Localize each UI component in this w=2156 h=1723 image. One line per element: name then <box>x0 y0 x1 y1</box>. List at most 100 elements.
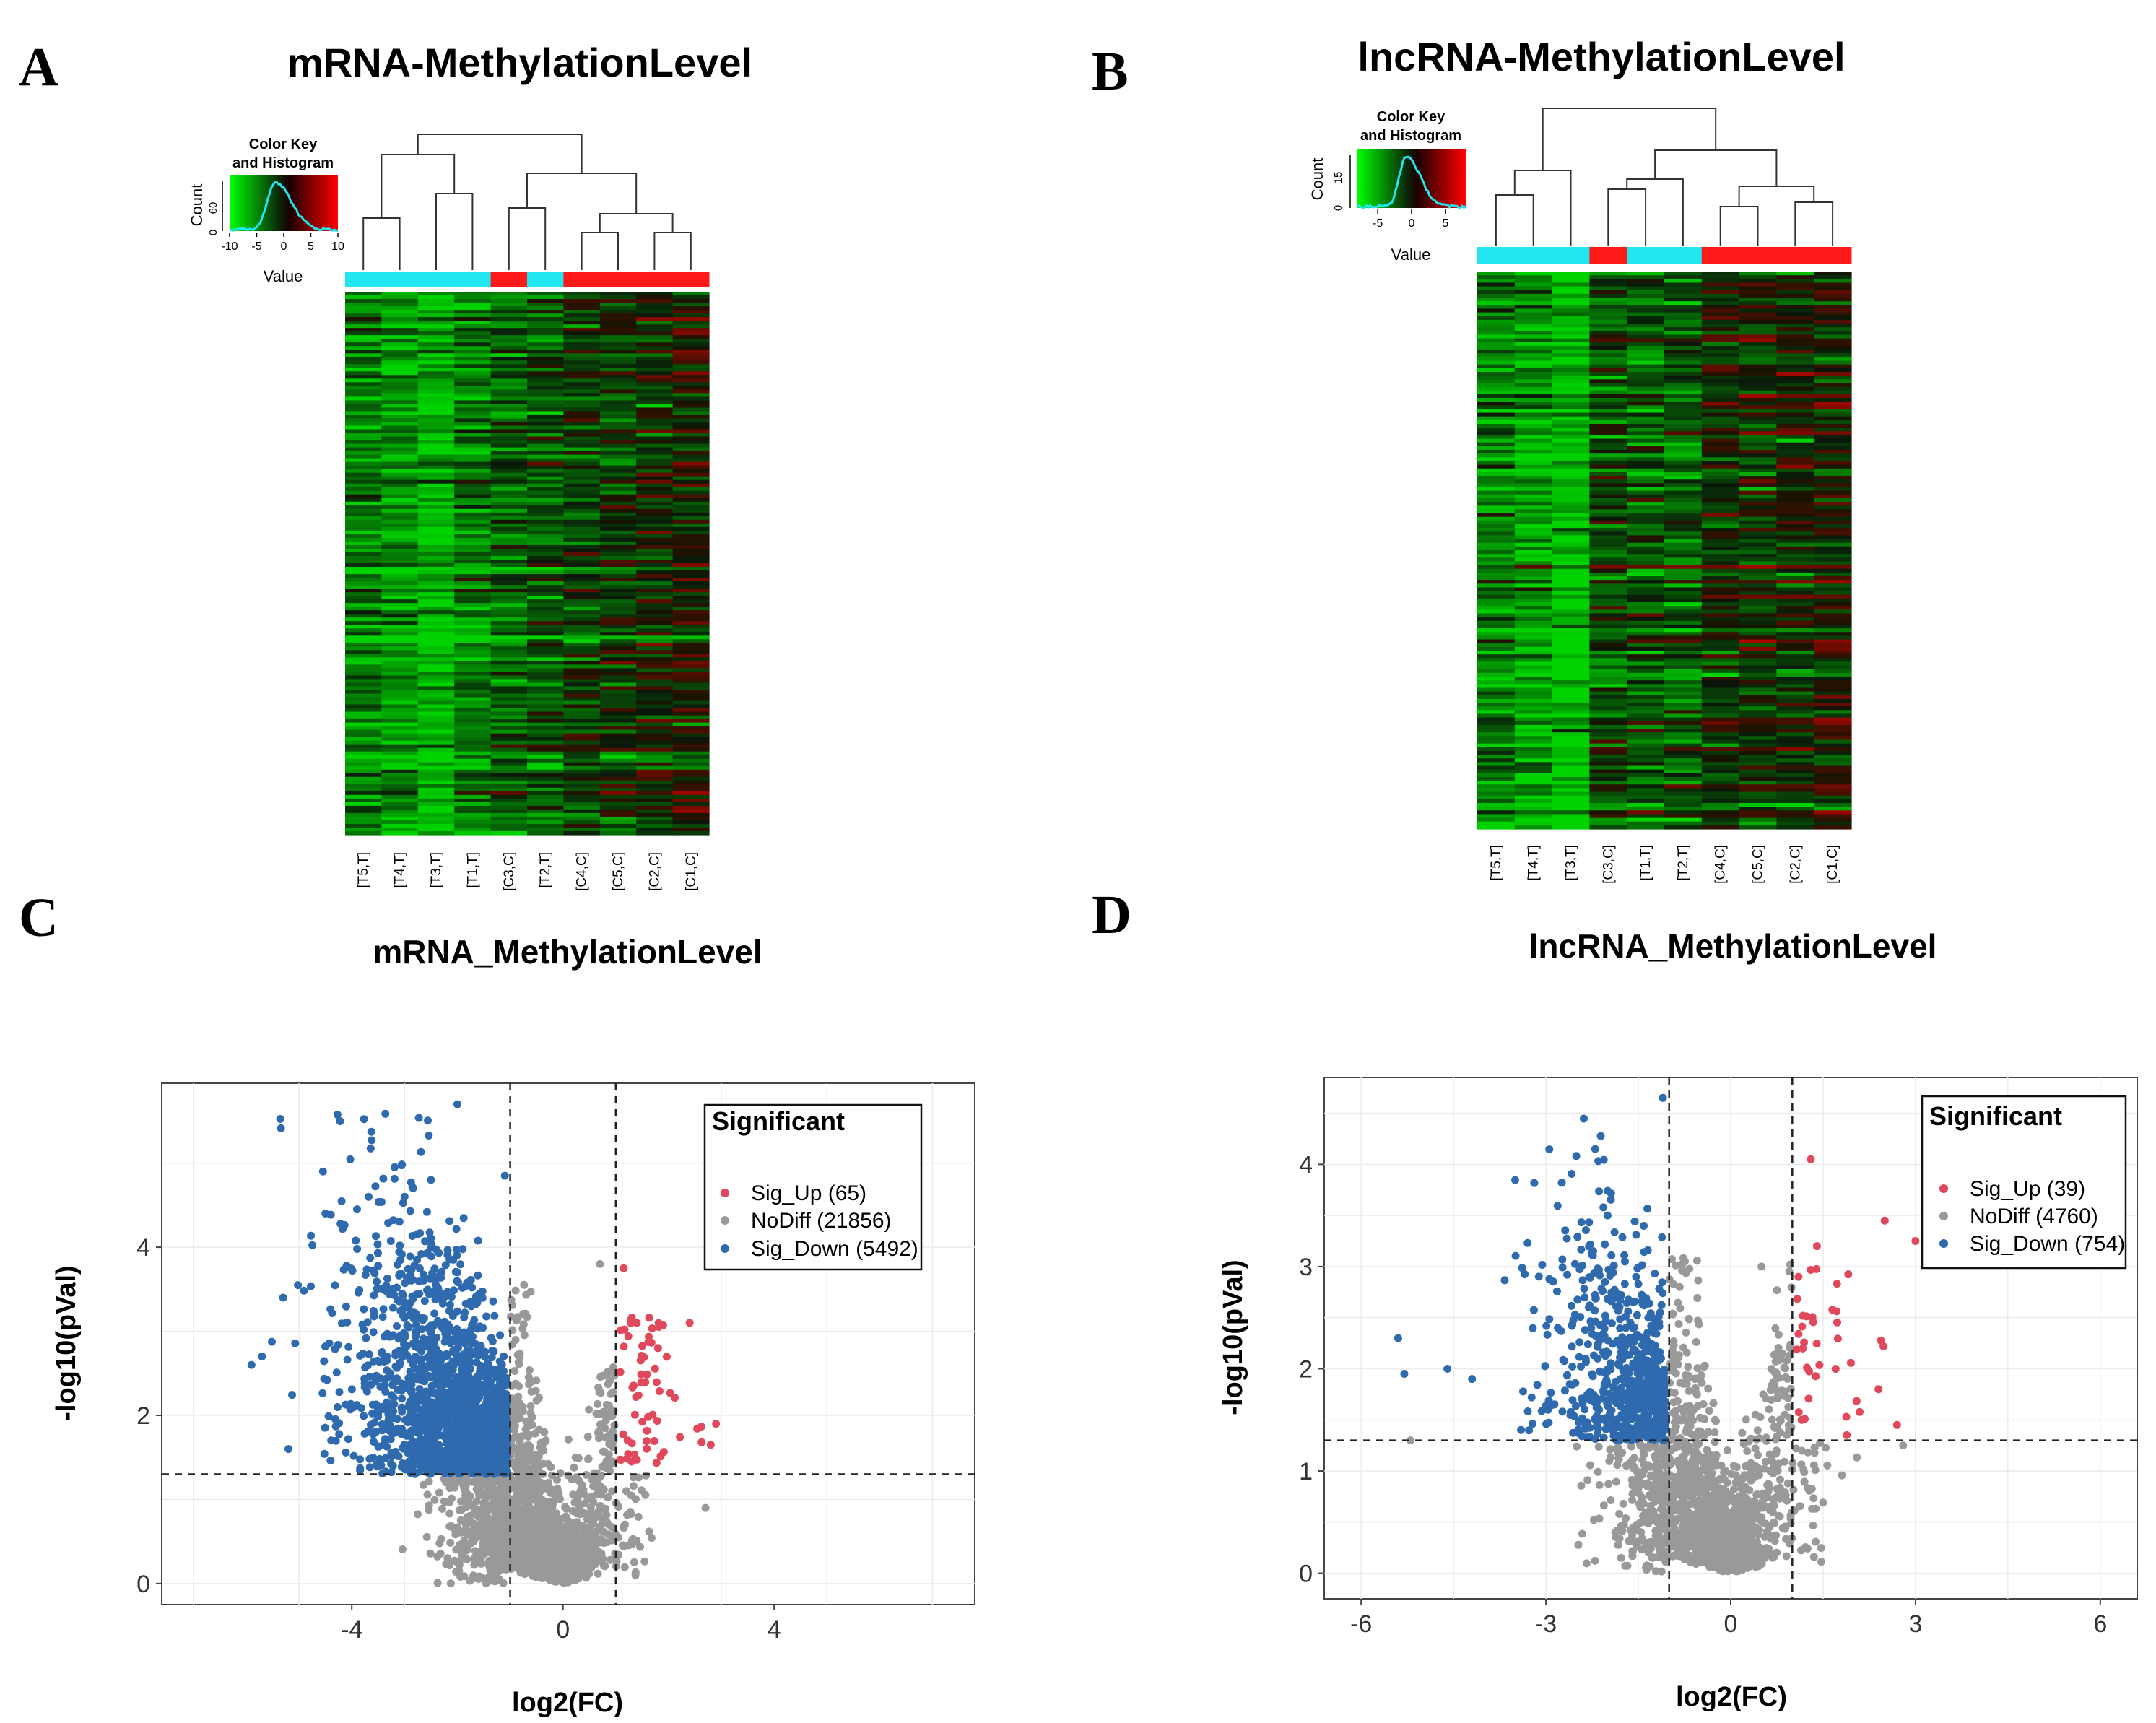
heatmap-cell <box>417 335 455 339</box>
heatmap-cell <box>1477 717 1516 722</box>
heatmap-cell <box>672 639 710 643</box>
heatmap-cell <box>563 357 601 361</box>
heatmap-cell <box>490 303 528 307</box>
point-nodiff <box>576 1501 584 1509</box>
heatmap-cell <box>672 461 710 466</box>
heatmap-cell <box>636 805 674 810</box>
heatmap-cell <box>1627 594 1665 599</box>
heatmap-cell <box>1739 736 1777 741</box>
heatmap-cell <box>1664 739 1703 745</box>
heatmap-cell <box>1701 416 1740 421</box>
heatmap-cell <box>1477 802 1516 807</box>
heatmap-cell <box>527 418 564 423</box>
heatmap-cell <box>381 722 419 727</box>
heatmap-cell <box>1589 776 1627 781</box>
heatmap-cell <box>1477 650 1516 655</box>
heatmap-cell <box>563 299 601 303</box>
heatmap-cell <box>1627 327 1665 331</box>
heatmap-cell <box>563 360 601 365</box>
heatmap-cell <box>1739 624 1777 629</box>
heatmap-row <box>345 404 710 409</box>
heatmap-cell <box>454 299 492 303</box>
heatmap-cell <box>1739 446 1777 451</box>
heatmap-cell <box>1814 368 1852 373</box>
heatmap-cell <box>599 599 637 604</box>
heatmap-cell <box>672 812 710 817</box>
group-bar-C4C <box>563 272 601 287</box>
heatmap-cell <box>1739 405 1777 410</box>
heatmap-cell <box>1514 576 1553 581</box>
heatmap-row <box>1477 379 1852 383</box>
heatmap-cell <box>345 693 382 698</box>
heatmap-cell <box>490 342 528 347</box>
heatmap-cell <box>1552 594 1590 599</box>
heatmap-cell <box>563 368 601 372</box>
heatmap-cell <box>563 389 601 394</box>
heatmap-cell <box>345 386 382 390</box>
heatmap-cell <box>1776 643 1814 648</box>
heatmap-cell <box>490 429 528 434</box>
heatmap-cell <box>1701 383 1740 388</box>
heatmap-row <box>1477 301 1852 305</box>
heatmap-cell <box>1589 632 1627 636</box>
heatmap-cell <box>1664 799 1703 804</box>
heatmap-cell <box>1814 594 1852 599</box>
heatmap-cell <box>345 700 382 706</box>
heatmap-row <box>345 567 710 571</box>
heatmap-cell <box>1627 364 1665 369</box>
heatmap-cell <box>527 798 564 803</box>
heatmap-cell <box>417 321 455 325</box>
heatmap-cell <box>1739 498 1777 503</box>
heatmap-cell <box>563 483 601 488</box>
heatmap-cell <box>1552 572 1590 577</box>
heatmap-cell <box>599 411 637 416</box>
heatmap-cell <box>381 461 419 466</box>
heatmap-cell <box>527 371 564 376</box>
heatmap-cell <box>636 461 674 466</box>
heatmap-cell <box>490 350 528 354</box>
heatmap-cell <box>345 389 382 394</box>
heatmap-cell <box>1814 695 1852 700</box>
heatmap-cell <box>1552 424 1590 428</box>
heatmap-cell <box>599 704 637 709</box>
heatmap-cell <box>1589 461 1627 466</box>
heatmap-row <box>345 389 710 394</box>
heatmap-cell <box>490 321 528 325</box>
heatmap-cell <box>672 592 710 596</box>
heatmap-cell <box>527 292 564 296</box>
heatmap-cell <box>1776 695 1814 700</box>
heatmap-cell <box>1664 568 1703 573</box>
group-bar-C3C <box>1589 247 1627 264</box>
heatmap-cell <box>454 451 492 456</box>
heatmap-cell <box>1814 498 1852 503</box>
heatmap-cell <box>1739 643 1777 648</box>
heatmap-cell <box>490 715 528 720</box>
heatmap-cell <box>1477 342 1516 347</box>
heatmap-cell <box>345 784 382 789</box>
color-key-a-histogram <box>229 181 339 233</box>
dendrogram-branch <box>1495 194 1534 246</box>
heatmap-cell <box>563 418 601 423</box>
heatmap-cell <box>454 798 492 803</box>
heatmap-cell <box>599 682 637 687</box>
heatmap-cell <box>636 440 674 445</box>
heatmap-cell <box>636 411 674 416</box>
heatmap-cell <box>1814 324 1852 328</box>
heatmap-cell <box>454 715 492 720</box>
heatmap-cell <box>563 596 601 600</box>
heatmap-row <box>345 830 710 836</box>
heatmap-cell <box>417 487 455 492</box>
heatmap-cell <box>381 589 419 593</box>
heatmap-cell <box>381 368 419 372</box>
heatmap-cell <box>1664 565 1703 570</box>
heatmap-cell <box>490 295 528 300</box>
heatmap-cell <box>636 353 674 357</box>
heatmap-cell <box>1477 602 1516 607</box>
heatmap-cell <box>636 646 674 651</box>
heatmap-cell <box>1814 750 1852 755</box>
heatmap-cell <box>1739 628 1777 633</box>
heatmap-row <box>1477 784 1852 789</box>
point-nodiff <box>441 1498 450 1506</box>
heatmap-cell <box>1552 476 1590 480</box>
heatmap-cell <box>636 755 674 760</box>
